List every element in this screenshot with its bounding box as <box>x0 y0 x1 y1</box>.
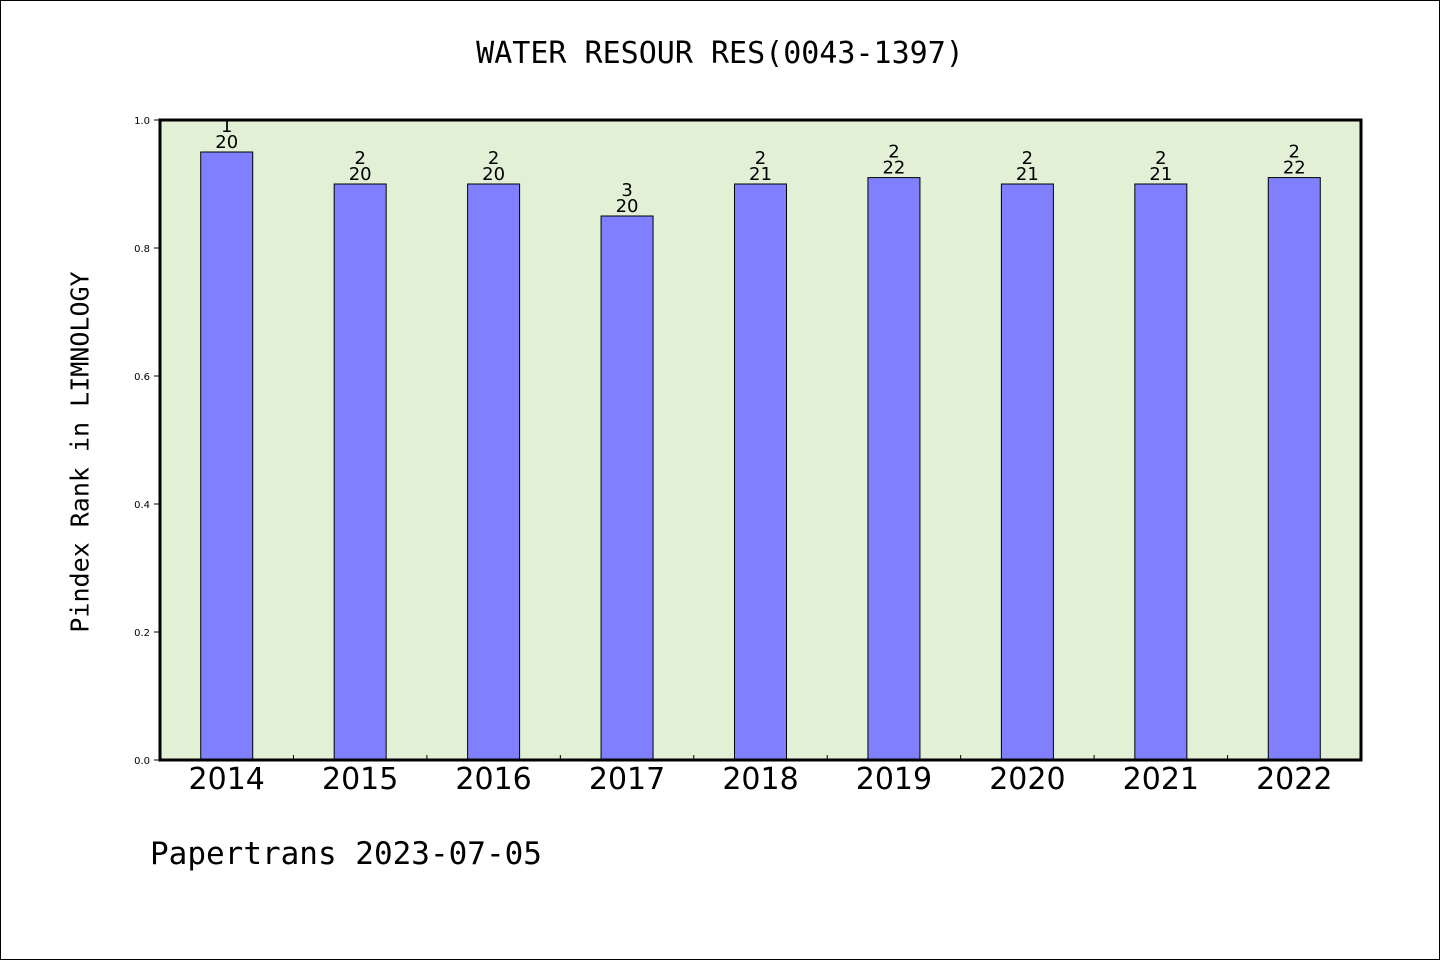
bar-count-label: 20 <box>616 196 639 217</box>
bar <box>1000 183 1054 761</box>
x-tick-label: 2020 <box>989 762 1065 797</box>
bar-rank-label: 2 <box>755 148 766 169</box>
bar <box>867 177 921 761</box>
x-tick-label: 2022 <box>1256 762 1332 797</box>
bar-rank-label: 2 <box>1289 142 1300 163</box>
y-tick-label: 0.0 <box>134 756 150 767</box>
x-tick-label: 2021 <box>1123 762 1199 797</box>
bar <box>333 183 387 761</box>
bar-rank-label: 2 <box>1022 148 1033 169</box>
bar <box>1267 177 1321 761</box>
y-tick-label: 0.6 <box>134 372 150 383</box>
y-axis: 0.0 0.2 0.4 0.6 0.8 1.0 <box>134 116 160 767</box>
x-axis: 2014 2015 2016 2017 2018 2019 2020 2021 2022 <box>189 755 1332 797</box>
bar-rank-label: 2 <box>354 148 365 169</box>
bar-count-label: 22 <box>1283 158 1306 179</box>
chart-title: WATER RESOUR RES(0043-1397) <box>476 36 964 71</box>
bar <box>200 151 254 761</box>
x-tick-label: 2015 <box>322 762 398 797</box>
bar-count-label: 20 <box>215 132 238 153</box>
bar <box>1134 183 1188 761</box>
bar-rank-label: 2 <box>1155 148 1166 169</box>
x-tick-label: 2018 <box>722 762 798 797</box>
bar-count-label: 20 <box>482 164 505 185</box>
bar <box>734 183 787 761</box>
x-tick-label: 2016 <box>455 762 531 797</box>
bar-count-label: 20 <box>349 164 372 185</box>
bar-count-label: 21 <box>1149 164 1172 185</box>
bar-count-label: 22 <box>882 158 905 179</box>
y-tick-label: 0.2 <box>134 628 150 639</box>
plot-border <box>158 118 1363 762</box>
x-tick-label: 2014 <box>189 762 265 797</box>
bar <box>467 183 521 761</box>
footer-note: Papertrans 2023-07-05 <box>150 836 542 872</box>
bar-rank-label: 3 <box>621 180 632 201</box>
x-tick-label: 2017 <box>589 762 665 797</box>
bar <box>600 215 654 761</box>
y-tick-label: 1.0 <box>134 116 150 127</box>
x-tick-label: 2019 <box>856 762 932 797</box>
bar-rank-label: 2 <box>888 142 899 163</box>
bar-count-label: 21 <box>749 164 772 185</box>
y-tick-label: 0.4 <box>134 500 150 511</box>
y-tick-label: 0.8 <box>134 244 150 255</box>
bar-count-label: 21 <box>1016 164 1039 185</box>
bar-rank-label: 2 <box>488 148 499 169</box>
bar-rank-label: 1 <box>221 116 232 137</box>
